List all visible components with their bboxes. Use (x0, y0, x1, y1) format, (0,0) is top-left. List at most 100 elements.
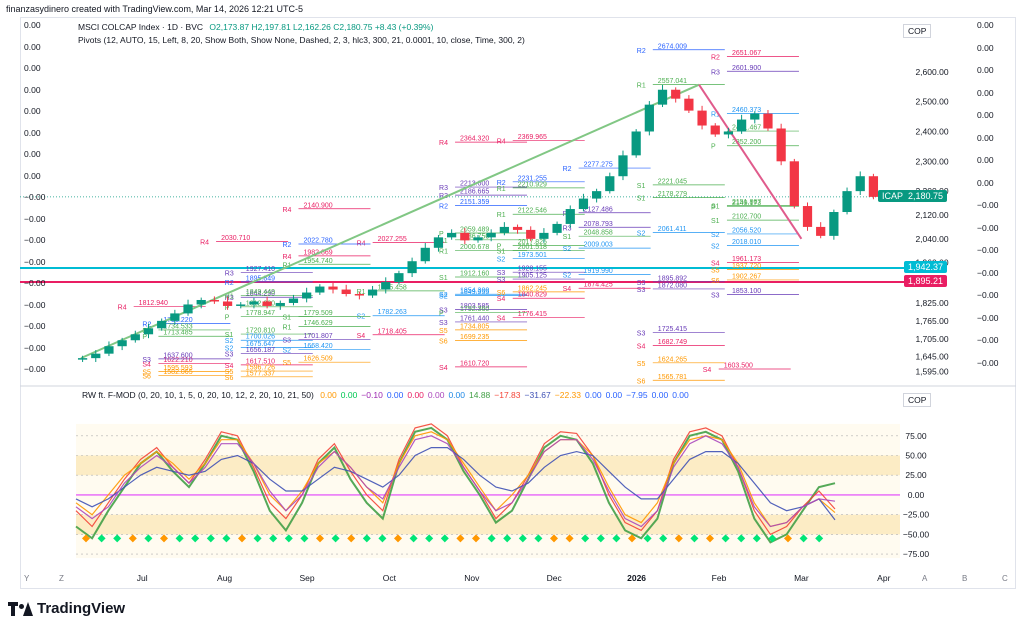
pivot-level-value: 2102.700 (732, 214, 761, 221)
right-side-value: −0.00 (977, 290, 999, 300)
candle-body (275, 302, 285, 306)
pivot-level-tag: S6 (637, 378, 646, 385)
candle-body (736, 119, 747, 132)
pivot-level-tag: P (225, 315, 230, 322)
pivot-level-value: 1626.509 (303, 356, 332, 363)
left-side-value: −0.00 (24, 278, 46, 288)
pivot-level-tag: S1 (282, 315, 291, 322)
signal-marker (300, 534, 309, 543)
left-side-value: −0.00 (24, 235, 46, 245)
left-side-value: −0.00 (24, 299, 46, 310)
pivot-level-tag: R4 (118, 305, 127, 312)
signal-marker (721, 534, 730, 543)
pivot-level-value: 1862.245 (518, 285, 547, 292)
pivot-level-value: 1701.807 (303, 333, 332, 340)
pivot-level-value: 1596.726 (246, 365, 275, 372)
currency-label-main[interactable]: COP (903, 24, 932, 38)
time-tick-label: Aug (217, 573, 232, 583)
pivot-level-tag: S3 (637, 331, 646, 338)
time-tick-label: Dec (547, 573, 563, 583)
left-side-value: −0.00 (24, 342, 46, 353)
currency-label-osc[interactable]: COP (903, 393, 932, 407)
pivot-level-value: 1937.720 (732, 263, 761, 270)
symbol-title[interactable]: MSCI COLCAP Index · 1D · BVC (78, 22, 204, 32)
signal-marker (565, 534, 574, 543)
right-side-value: 0.00 (977, 132, 994, 143)
pivot-level-tag: R4 (282, 207, 291, 214)
right-side-value: −0.00 (977, 267, 999, 278)
oscillator-value: 0.00 (427, 390, 445, 400)
main-legend: MSCI COLCAP Index · 1D · BVC O2,173.87 H… (78, 22, 437, 32)
pivot-level-tag: R4 (439, 140, 448, 147)
signal-marker (316, 534, 324, 543)
pivot-level-value: 1853.100 (732, 288, 761, 295)
left-side-value: −0.00 (24, 256, 46, 267)
pivot-level-tag: R1 (282, 262, 291, 269)
pivot-level-value: 1912.160 (460, 270, 489, 277)
pivot-level-tag: S4 (711, 260, 720, 267)
candle-body (486, 232, 496, 238)
pivot-level-tag: R3 (711, 69, 720, 76)
time-tick-label: 2026 (627, 573, 646, 583)
pivot-level-value: 2056.520 (732, 227, 761, 234)
oscillator-value: 0.00 (651, 390, 669, 400)
signal-marker (643, 534, 652, 543)
pivot-level-tag: S1 (711, 203, 720, 210)
pivot-level-tag: S4 (225, 363, 234, 370)
signal-marker (175, 534, 184, 543)
pivots-indicator-title[interactable]: Pivots (12, AUTO, 15, Left, 8, 20, Show … (78, 35, 525, 45)
price-badge: 1,895.21 (904, 275, 948, 288)
pivot-level-tag: S2 (563, 273, 572, 280)
pivot-level-value: 1779.509 (303, 310, 332, 317)
candle-body (407, 261, 417, 274)
pivot-level-value: 1849.449 (246, 289, 275, 296)
signal-marker (815, 534, 824, 543)
pivot-level-tag: S2 (282, 348, 291, 355)
brand-name: TradingView (37, 600, 126, 617)
pivot-level-value: 2061.411 (658, 226, 687, 233)
candle-body (104, 346, 114, 354)
oscillator-title[interactable]: RW ft. F-MOD (0, 20, 10, 1, 5, 0, 20, 10… (82, 390, 314, 400)
signal-marker (706, 534, 714, 543)
candle-body (236, 304, 246, 306)
candle-body (183, 304, 193, 314)
pivot-level-tag: S3 (282, 338, 291, 345)
pivot-level-tag: S2 (439, 294, 448, 301)
pivot-level-tag: R2 (282, 242, 291, 249)
pivot-level-value: 2149.173 (732, 200, 761, 207)
oscillator-series-line (75, 435, 836, 528)
pivot-level-value: 1872.080 (658, 282, 687, 289)
candle-body (341, 289, 351, 295)
signal-marker (191, 534, 200, 543)
candle-body (644, 104, 654, 132)
price-tick-label: 1,765.00 (915, 316, 948, 326)
signal-marker (347, 534, 356, 543)
pivot-level-tag: S3 (225, 351, 234, 358)
pivot-level-value: 1844.290 (246, 291, 275, 298)
candle-body (789, 161, 799, 207)
signal-marker (97, 534, 106, 543)
price-tick-label: 2,600.00 (915, 67, 948, 77)
right-side-value: 0.00 (977, 20, 994, 30)
left-side-value: 0.00 (24, 20, 41, 30)
signal-marker (550, 534, 558, 543)
pivot-level-value: 1895.892 (658, 275, 687, 282)
pivot-level-value: 1812.080 (246, 300, 275, 307)
right-side-value: −0.00 (977, 222, 999, 233)
left-side-value: −0.00 (24, 364, 46, 374)
candle-body (684, 98, 694, 111)
pivot-level-tag: S3 (637, 280, 646, 287)
candle-body (631, 131, 641, 156)
candle-body (315, 286, 325, 293)
candle-body (473, 237, 483, 241)
nav-letter: A (922, 574, 928, 583)
oscillator-value: −7.95 (626, 390, 648, 400)
signal-marker (331, 534, 340, 543)
pivot-level-value: 1854.300 (460, 288, 489, 295)
signal-marker (253, 534, 262, 543)
pivot-level-value: 2022.780 (303, 237, 332, 244)
osc-tick-label: −50.00 (903, 529, 930, 539)
signal-marker (456, 534, 465, 543)
pivot-level-value: 1622.210 (163, 357, 192, 364)
